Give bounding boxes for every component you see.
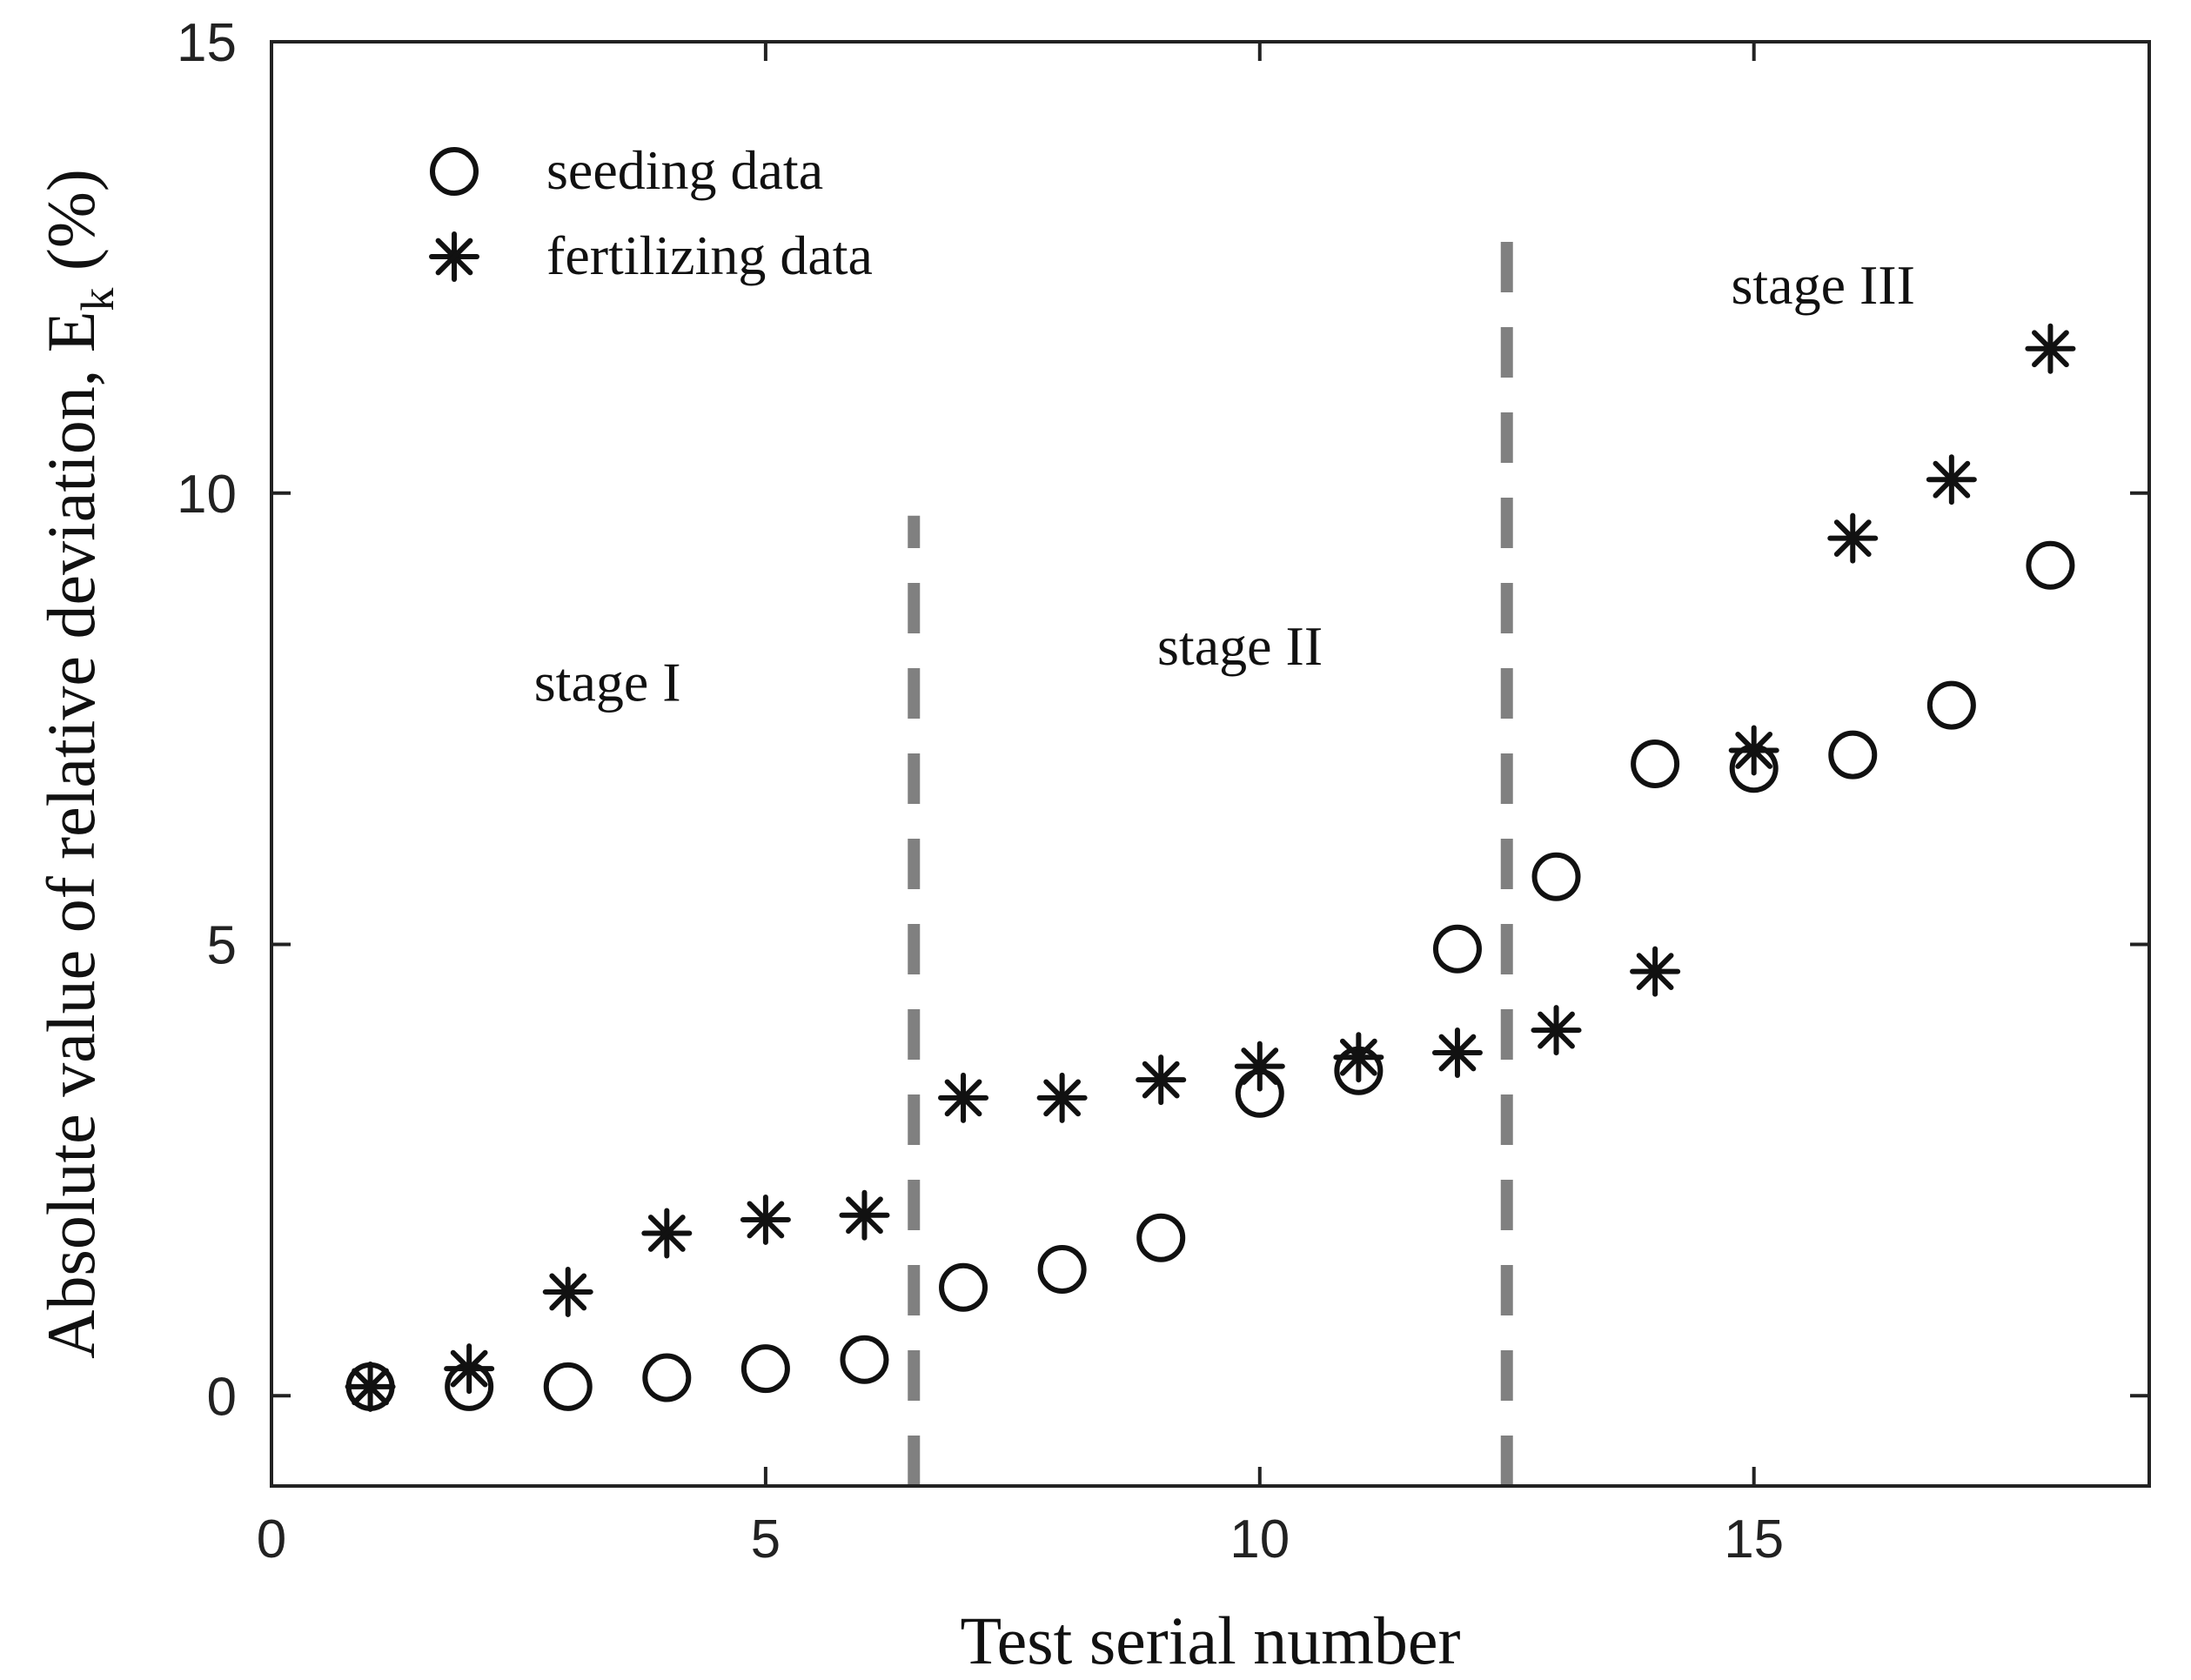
seeding-point <box>840 1335 889 1384</box>
y-tick-label: 10 <box>177 465 237 525</box>
fertilizing-point <box>839 1189 890 1241</box>
asterisk-stroke <box>435 238 473 276</box>
seeding-point <box>1136 1213 1186 1262</box>
asterisk-stroke <box>1636 953 1674 991</box>
asterisk-stroke <box>352 1368 389 1406</box>
fertilizing-point <box>740 1194 791 1245</box>
fertilizing-point <box>1333 1032 1384 1083</box>
plot-frame <box>270 40 2151 1488</box>
fertilizing-point <box>345 1361 396 1412</box>
asterisk-stroke <box>1043 1079 1082 1117</box>
data-points <box>345 323 2076 1412</box>
seeding-point <box>1631 740 1680 788</box>
seeding-point <box>1828 730 1878 780</box>
fertilizing-point <box>1728 725 1779 776</box>
stage-label: stage I <box>534 651 681 713</box>
legend-circle-icon <box>430 147 479 196</box>
axis-ticks: 0 5 10 15 0 5 10 15 <box>177 13 2149 1570</box>
x-axis-title: Test serial number <box>960 1603 1460 1678</box>
asterisk-stroke <box>450 1349 488 1388</box>
y-axis-title-gap <box>33 271 109 288</box>
legend-asterisk-icon <box>429 231 479 282</box>
stage-dividers <box>908 240 1513 1486</box>
fertilizing-point <box>444 1343 495 1395</box>
fertilizing-point <box>1926 454 1977 505</box>
asterisk-stroke <box>549 1273 587 1311</box>
seeding-point <box>642 1353 692 1402</box>
asterisk-stroke <box>944 1079 982 1117</box>
asterisk-stroke <box>1142 1061 1180 1099</box>
seeding-point <box>2026 540 2075 590</box>
asterisk-stroke <box>747 1201 785 1239</box>
asterisk-stroke <box>1538 1011 1575 1049</box>
seeding-point <box>939 1262 988 1312</box>
legend-label: fertilizing data <box>546 224 873 286</box>
x-tick-label: 5 <box>751 1509 781 1570</box>
legend: seeding data fertilizing data <box>429 139 873 286</box>
y-axis-title: Absolute value of relative deviation, Ek… <box>33 169 124 1359</box>
asterisk-stroke <box>846 1196 883 1235</box>
legend-label: seeding data <box>546 139 823 201</box>
seeding-point <box>543 1362 593 1411</box>
x-tick-label: 10 <box>1230 1509 1290 1570</box>
stage-annotations: stage I stage II stage III <box>534 254 1915 713</box>
fertilizing-point <box>1531 1005 1582 1056</box>
y-tick-label: 5 <box>207 916 237 976</box>
fertilizing-point <box>2025 323 2076 374</box>
y-tick-label: 15 <box>177 13 237 73</box>
fertilizing-point <box>641 1208 693 1259</box>
fertilizing-point <box>1630 946 1681 997</box>
asterisk-stroke <box>1933 460 1971 499</box>
y-axis-title-unit: (%) <box>33 169 109 271</box>
stage-label: stage III <box>1731 254 1914 316</box>
seeding-point <box>1531 852 1581 901</box>
seeding-point <box>1037 1245 1087 1294</box>
asterisk-stroke <box>647 1215 686 1252</box>
y-axis-title-subscript: k <box>71 288 124 311</box>
y-tick-label: 0 <box>207 1367 237 1427</box>
x-tick-label: 0 <box>257 1509 286 1570</box>
seeding-point <box>1926 680 1976 730</box>
fertilizing-point <box>1234 1041 1285 1092</box>
seeding-point <box>1432 924 1482 974</box>
y-axis-title-main: Absolute value of relative deviation, E <box>33 311 109 1359</box>
fertilizing-point <box>542 1266 593 1317</box>
stage-label: stage II <box>1157 615 1323 677</box>
asterisk-stroke <box>1735 732 1773 769</box>
asterisk-stroke <box>1833 519 1872 558</box>
asterisk-stroke <box>1438 1034 1477 1072</box>
seeding-point <box>740 1344 790 1394</box>
asterisk-stroke <box>1241 1047 1279 1085</box>
x-tick-label: 15 <box>1724 1509 1784 1570</box>
fertilizing-point <box>1036 1072 1088 1123</box>
asterisk-stroke <box>1339 1038 1377 1076</box>
fertilizing-point <box>1827 512 1879 564</box>
fertilizing-point <box>1136 1054 1187 1106</box>
asterisk-stroke <box>2032 330 2069 368</box>
fertilizing-point <box>1431 1027 1483 1078</box>
fertilizing-point <box>938 1072 989 1123</box>
